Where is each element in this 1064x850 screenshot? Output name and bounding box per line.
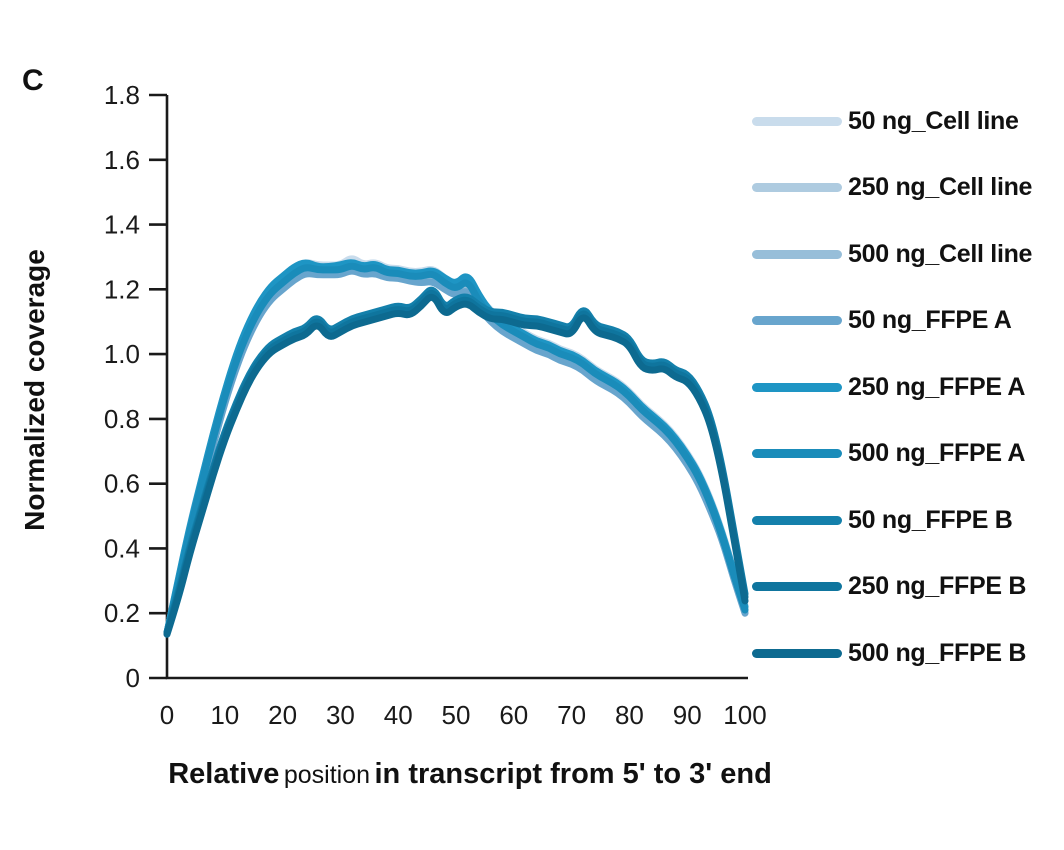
legend-swatch	[752, 183, 842, 192]
x-tick-label: 20	[268, 700, 297, 730]
legend-label: 50 ng_Cell line	[848, 106, 1019, 135]
x-tick-label: 70	[557, 700, 586, 730]
legend-item: 500 ng_FFPE B	[752, 639, 1032, 667]
legend-item: 50 ng_FFPE B	[752, 506, 1032, 534]
legend: 50 ng_Cell line 250 ng_Cell line 500 ng_Ce…	[752, 107, 1032, 667]
legend-swatch	[752, 249, 842, 259]
x-axis-title: Relative position in transcript from 5' …	[100, 758, 840, 791]
legend-label: 500 ng_Cell line	[848, 239, 1033, 268]
y-tick-label: 1.8	[104, 80, 140, 110]
legend-label: 250 ng_FFPE A	[848, 372, 1026, 401]
legend-swatch	[752, 582, 842, 591]
y-tick-label: 0.4	[104, 533, 140, 563]
y-tick-label: 0.6	[104, 469, 140, 499]
legend-item: 250 ng_FFPE A	[752, 373, 1032, 401]
legend-swatch	[752, 382, 842, 392]
legend-label: 500 ng_FFPE A	[848, 439, 1026, 467]
x-tick-label: 80	[615, 700, 644, 730]
x-tick-label: 40	[384, 700, 413, 730]
legend-item: 50 ng_FFPE A	[752, 306, 1032, 335]
legend-label: 250 ng_FFPE B	[848, 572, 1027, 600]
legend-swatch	[752, 116, 842, 126]
legend-swatch	[752, 515, 842, 525]
y-tick-label: 0	[126, 663, 140, 693]
legend-swatch	[752, 316, 842, 325]
series-line-500-ng-ffpe-a	[163, 262, 749, 637]
x-axis-title-part-1: Relative	[168, 758, 280, 790]
series-line-250-ng-ffpe-b	[163, 289, 749, 637]
legend-item: 500 ng_Cell line	[752, 240, 1032, 268]
panel-label: C	[22, 64, 44, 97]
x-axis-title-part-3: in transcript from 5' to 3' end	[374, 758, 772, 790]
series-line-50-ng-ffpe-a	[163, 267, 749, 637]
x-tick-label: 0	[160, 700, 174, 730]
series-line-500-ng-ffpe-b	[163, 293, 749, 638]
legend-label: 50 ng_FFPE B	[848, 505, 1013, 534]
x-tick-label: 60	[499, 700, 528, 730]
legend-label: 50 ng_FFPE A	[848, 306, 1012, 334]
legend-swatch	[752, 449, 842, 458]
y-tick-label: 0.2	[104, 598, 140, 628]
x-tick-label: 90	[673, 700, 702, 730]
y-tick-label: 1.4	[104, 210, 140, 240]
y-tick-label: 0.8	[104, 404, 140, 434]
legend-swatch	[752, 648, 842, 658]
x-tick-label: 30	[326, 700, 355, 730]
legend-label: 500 ng_FFPE B	[848, 638, 1027, 667]
y-tick-label: 1.0	[104, 339, 140, 369]
y-tick-label: 1.6	[104, 145, 140, 175]
legend-item: 50 ng_Cell line	[752, 107, 1032, 135]
x-tick-label: 50	[442, 700, 471, 730]
x-tick-label: 10	[210, 700, 239, 730]
y-tick-label: 1.2	[104, 274, 140, 304]
legend-item: 500 ng_FFPE A	[752, 439, 1032, 468]
x-axis-title-part-2: position	[283, 761, 371, 789]
legend-label: 250 ng_Cell line	[848, 173, 1033, 201]
series-line-50-ng-ffpe-b	[163, 286, 749, 637]
axis-lines	[165, 95, 748, 680]
legend-item: 250 ng_Cell line	[752, 173, 1033, 202]
legend-item: 250 ng_FFPE B	[752, 572, 1032, 601]
x-tick-label: 100	[723, 700, 766, 730]
